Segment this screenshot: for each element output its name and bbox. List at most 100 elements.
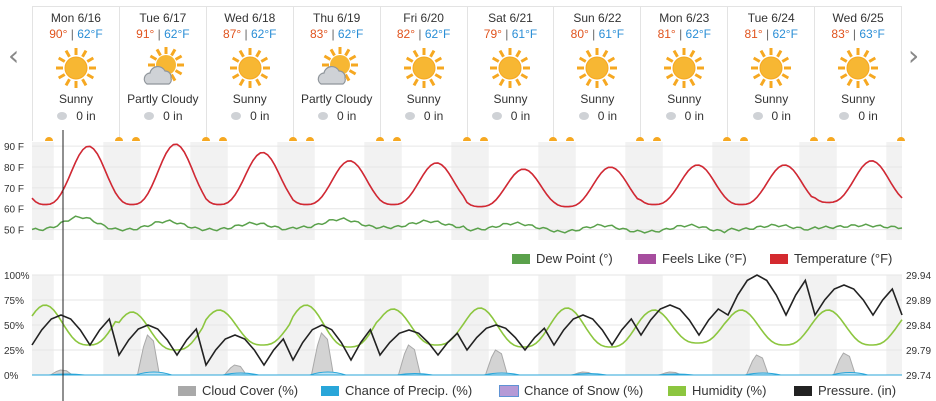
high-temp: 80° bbox=[570, 27, 589, 41]
precip-amount: 0 in bbox=[815, 109, 901, 123]
temp-axis-tick: 50 F bbox=[4, 226, 24, 237]
night-band bbox=[886, 142, 902, 240]
legend-snow[interactable]: Chance of Snow (%) bbox=[499, 383, 643, 398]
condition-label: Sunny bbox=[406, 92, 441, 106]
sun-icon bbox=[55, 48, 96, 88]
night-band bbox=[103, 142, 119, 240]
night-band bbox=[815, 142, 837, 240]
sun-markers bbox=[641, 135, 732, 141]
sun-icon bbox=[577, 48, 618, 88]
temp-axis-tick: 60 F bbox=[4, 205, 24, 216]
night-band bbox=[119, 142, 141, 240]
legend-pressure-label: Pressure. (in) bbox=[818, 383, 897, 398]
legend-pressure[interactable]: Pressure. (in) bbox=[794, 383, 896, 398]
precip-amount: 0 in bbox=[468, 109, 554, 123]
cloud-cover-swatch bbox=[178, 385, 196, 396]
raindrop-icon bbox=[578, 112, 589, 120]
percent-axis-tick: 0% bbox=[4, 371, 19, 382]
day-column[interactable]: Fri 6/20 82° | 62°F Sunny 0 in bbox=[381, 7, 471, 141]
next-days-button[interactable]: › bbox=[908, 42, 919, 70]
daily-forecast-strip: Mon 6/16 90° | 62°F Sunny 0 in Tue 6/17 … bbox=[32, 6, 906, 141]
day-column[interactable]: Sun 6/22 80° | 61°F Sunny 0 in bbox=[554, 7, 645, 141]
temp-axis-tick: 80 F bbox=[4, 163, 24, 174]
day-column[interactable]: Wed 6/25 83° | 63°F Sunny 0 in bbox=[815, 7, 906, 141]
percent-axis-tick: 50% bbox=[4, 321, 24, 332]
night-band bbox=[554, 142, 576, 240]
night-band bbox=[293, 142, 315, 240]
day-column[interactable]: Mon 6/23 81° | 62°F Sunny 0 in bbox=[641, 7, 732, 141]
legend-dew-point[interactable]: Dew Point (°) bbox=[512, 251, 613, 266]
day-temps: 90° | 62°F bbox=[49, 27, 103, 41]
sun-markers bbox=[728, 135, 819, 141]
sun-icon bbox=[490, 48, 531, 88]
legend-cloud-cover-label: Cloud Cover (%) bbox=[202, 383, 299, 398]
pressure-axis-tick: 29.94 bbox=[906, 271, 931, 282]
high-temp: 79° bbox=[483, 27, 502, 41]
sun-icon bbox=[664, 48, 705, 88]
night-band bbox=[190, 142, 206, 240]
day-label: Sun 6/22 bbox=[573, 11, 622, 25]
legend-cloud-cover[interactable]: Cloud Cover (%) bbox=[178, 383, 298, 398]
low-temp: 62°F bbox=[685, 27, 712, 41]
sun-markers bbox=[294, 135, 384, 141]
sun-markers bbox=[554, 135, 645, 141]
raindrop-icon bbox=[839, 112, 850, 120]
legend-precip[interactable]: Chance of Precip. (%) bbox=[321, 383, 472, 398]
day-label: Mon 6/16 bbox=[50, 11, 101, 25]
day-label: Tue 6/24 bbox=[747, 11, 795, 25]
percent-axis-tick: 25% bbox=[4, 346, 24, 357]
pressure-axis-tick: 29.74 bbox=[906, 371, 931, 382]
high-temp: 87° bbox=[223, 27, 242, 41]
day-column[interactable]: Wed 6/18 87° | 62°F Sunny 0 in bbox=[207, 7, 297, 141]
sun-markers bbox=[381, 135, 471, 141]
condition-label: Sunny bbox=[232, 92, 267, 106]
temp-axis-tick: 90 F bbox=[4, 142, 24, 153]
prev-days-button[interactable]: ‹ bbox=[8, 42, 19, 70]
legend-temperature[interactable]: Temperature (°F) bbox=[770, 251, 892, 266]
condition-label: Partly Cloudy bbox=[127, 92, 199, 106]
day-column[interactable]: Tue 6/17 91° | 62°F Partly Cloudy 0 in bbox=[120, 7, 210, 141]
night-band bbox=[625, 142, 641, 240]
legend-feels-like[interactable]: Feels Like (°F) bbox=[638, 251, 747, 266]
temperature-line bbox=[31, 143, 903, 208]
precip-amount: 0 in bbox=[207, 109, 293, 123]
condition-label: Sunny bbox=[667, 92, 702, 106]
sun-icon bbox=[838, 48, 879, 88]
legend-dew-point-label: Dew Point (°) bbox=[536, 251, 613, 266]
day-label: Mon 6/23 bbox=[659, 11, 710, 25]
day-temps: 79° | 61°F bbox=[483, 27, 538, 41]
precip-area bbox=[32, 371, 902, 376]
day-label: Sat 6/21 bbox=[488, 11, 533, 25]
day-column[interactable]: Sat 6/21 79° | 61°F Sunny 0 in bbox=[468, 7, 558, 141]
percent-axis-tick: 100% bbox=[4, 271, 30, 282]
day-column[interactable]: Thu 6/19 83° | 62°F Partly Cloudy 0 in bbox=[294, 7, 384, 141]
pressure-line bbox=[31, 274, 903, 367]
legend-feels-like-label: Feels Like (°F) bbox=[662, 251, 747, 266]
night-band bbox=[467, 142, 489, 240]
precip-amount: 0 in bbox=[294, 109, 380, 123]
high-temp: 82° bbox=[396, 27, 416, 41]
day-temps: 91° | 62°F bbox=[136, 27, 190, 41]
dew-point-line bbox=[31, 215, 903, 234]
day-temps: 81° | 62°F bbox=[744, 27, 798, 41]
raindrop-icon bbox=[752, 112, 763, 120]
day-label: Wed 6/18 bbox=[224, 11, 276, 25]
sun-markers bbox=[815, 135, 906, 141]
temperature-swatch bbox=[770, 253, 788, 264]
low-temp: 62°F bbox=[424, 27, 451, 41]
raindrop-icon bbox=[491, 112, 502, 120]
night-band bbox=[728, 142, 750, 240]
condition-label: Sunny bbox=[493, 92, 528, 106]
sun-icon bbox=[229, 48, 270, 88]
low-temp: 63°F bbox=[859, 27, 885, 41]
day-temps: 83° | 63°F bbox=[831, 27, 885, 41]
day-column[interactable]: Tue 6/24 81° | 62°F Sunny 0 in bbox=[728, 7, 819, 141]
sun-markers bbox=[468, 135, 558, 141]
raindrop-icon bbox=[404, 112, 415, 120]
feels-like-swatch bbox=[638, 253, 656, 264]
day-column[interactable]: Mon 6/16 90° | 62°F Sunny 0 in bbox=[32, 7, 123, 141]
condition-label: Sunny bbox=[754, 92, 789, 106]
high-temp: 81° bbox=[657, 27, 676, 41]
legend-humidity[interactable]: Humidity (%) bbox=[668, 383, 766, 398]
day-label: Wed 6/25 bbox=[832, 11, 884, 25]
